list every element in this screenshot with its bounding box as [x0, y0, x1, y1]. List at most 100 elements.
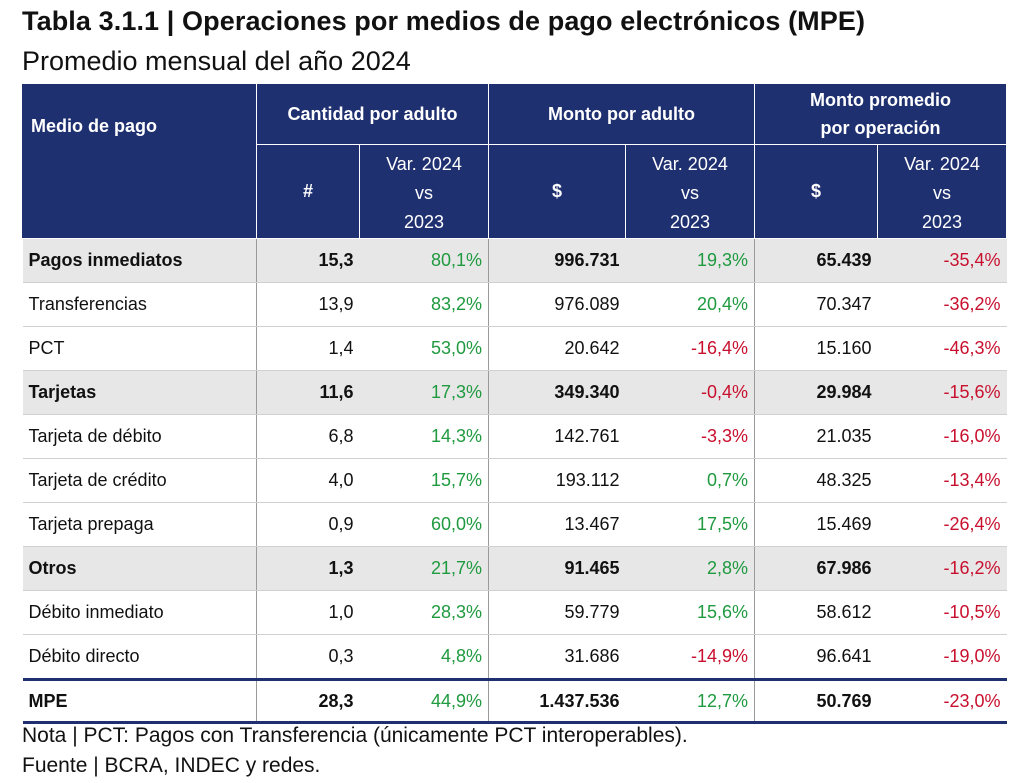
cell-promedio-var: -35,4% [877, 238, 1007, 283]
cell-promedio: 15.469 [754, 502, 878, 547]
cell-medio-de-pago: Débito directo [22, 634, 257, 680]
table-row: Tarjeta de crédito 4,0 15,7% 193.112 0,7% 48.… [22, 458, 1007, 503]
cell-cantidad: 1,0 [256, 590, 360, 635]
cell-medio-de-pago: Pagos inmediatos [22, 238, 257, 283]
cell-cantidad-var: 44,9% [359, 678, 489, 724]
cell-medio-de-pago: Tarjetas [22, 370, 257, 415]
header-monto-var: Var. 2024 vs 2023 [625, 144, 755, 239]
cell-medio-de-pago: Tarjeta de débito [22, 414, 257, 459]
cell-promedio: 48.325 [754, 458, 878, 503]
cell-monto-var: 2,8% [625, 546, 755, 591]
header-monto-symbol: $ [488, 144, 626, 239]
cell-monto-var: 17,5% [625, 502, 755, 547]
table-title: Tabla 3.1.1 | Operaciones por medios de … [22, 6, 866, 36]
cell-cantidad: 6,8 [256, 414, 360, 459]
var-line2: vs [933, 183, 951, 203]
header-monto-promedio-por-operacion: Monto promedio por operación [753, 83, 1008, 145]
cell-promedio: 58.612 [754, 590, 878, 635]
table-row: Débito inmediato 1,0 28,3% 59.779 15,6% 58.61… [22, 590, 1007, 635]
table-row: Tarjeta de débito 6,8 14,3% 142.761 -3,3% 21.… [22, 414, 1007, 459]
header-monto-por-adulto: Monto por adulto [488, 83, 755, 145]
cell-cantidad-var: 17,3% [359, 370, 489, 415]
cell-medio-de-pago: Otros [22, 546, 257, 591]
table-body: Pagos inmediatos 15,3 80,1% 996.731 19,3% 65.… [22, 238, 1007, 724]
cell-monto: 13.467 [488, 502, 626, 547]
header-cant-var: Var. 2024 vs 2023 [359, 144, 489, 239]
table-note: Nota | PCT: Pagos con Transferencia (úni… [22, 724, 688, 747]
cell-promedio-var: -26,4% [877, 502, 1007, 547]
header-monto-promedio-line2: por operación [820, 118, 941, 138]
cell-cantidad: 4,0 [256, 458, 360, 503]
cell-monto: 976.089 [488, 282, 626, 327]
cell-cantidad: 13,9 [256, 282, 360, 327]
cell-monto: 996.731 [488, 238, 626, 283]
cell-promedio: 67.986 [754, 546, 878, 591]
cell-promedio-var: -10,5% [877, 590, 1007, 635]
table-source: Fuente | BCRA, INDEC y redes. [22, 754, 321, 777]
cell-monto: 349.340 [488, 370, 626, 415]
cell-monto-var: -3,3% [625, 414, 755, 459]
cell-monto: 1.437.536 [488, 678, 626, 724]
cell-promedio: 21.035 [754, 414, 878, 459]
group-row: Tarjetas 11,6 17,3% 349.340 -0,4% 29.984 -15,6… [22, 370, 1007, 415]
cell-cantidad: 0,3 [256, 634, 360, 680]
cell-promedio: 50.769 [754, 678, 878, 724]
table-header: Medio de pago Cantidad por adulto Monto … [22, 83, 1008, 239]
cell-monto: 31.686 [488, 634, 626, 680]
cell-monto-var: 12,7% [625, 678, 755, 724]
var-line3: 2023 [403, 212, 445, 232]
cell-cantidad-var: 28,3% [359, 590, 489, 635]
cell-medio-de-pago: PCT [22, 326, 257, 371]
header-cant-symbol: # [256, 144, 360, 239]
table-row: PCT 1,4 53,0% 20.642 -16,4% 15.160 -46,3% [22, 326, 1007, 371]
cell-promedio-var: -16,0% [877, 414, 1007, 459]
cell-monto-var: 19,3% [625, 238, 755, 283]
cell-promedio-var: -36,2% [877, 282, 1007, 327]
header-cantidad-por-adulto: Cantidad por adulto [256, 83, 489, 145]
mpe-table: Medio de pago Cantidad por adulto Monto … [22, 83, 1008, 724]
cell-monto-var: 20,4% [625, 282, 755, 327]
cell-cantidad-var: 21,7% [359, 546, 489, 591]
cell-cantidad-var: 80,1% [359, 238, 489, 283]
cell-cantidad: 1,4 [256, 326, 360, 371]
cell-monto: 193.112 [488, 458, 626, 503]
cell-medio-de-pago: Tarjeta de crédito [22, 458, 257, 503]
header-monto-promedio-line1: Monto promedio [810, 90, 951, 110]
cell-cantidad: 0,9 [256, 502, 360, 547]
cell-monto: 59.779 [488, 590, 626, 635]
var-line1: Var. 2024 [386, 154, 462, 174]
cell-promedio: 15.160 [754, 326, 878, 371]
cell-monto: 142.761 [488, 414, 626, 459]
cell-cantidad-var: 15,7% [359, 458, 489, 503]
group-row: Pagos inmediatos 15,3 80,1% 996.731 19,3% 65.… [22, 238, 1007, 283]
header-prom-symbol: $ [754, 144, 878, 239]
cell-promedio-var: -23,0% [877, 678, 1007, 724]
var-line2: vs [415, 183, 433, 203]
cell-monto-var: -14,9% [625, 634, 755, 680]
cell-cantidad-var: 60,0% [359, 502, 489, 547]
cell-promedio-var: -46,3% [877, 326, 1007, 371]
cell-promedio: 96.641 [754, 634, 878, 680]
cell-monto: 20.642 [488, 326, 626, 371]
var-line2: vs [681, 183, 699, 203]
cell-monto-var: 0,7% [625, 458, 755, 503]
cell-promedio-var: -15,6% [877, 370, 1007, 415]
var-line3: 2023 [669, 212, 711, 232]
cell-medio-de-pago: Débito inmediato [22, 590, 257, 635]
cell-promedio: 29.984 [754, 370, 878, 415]
total-row: MPE 28,3 44,9% 1.437.536 12,7% 50.769 -23,0% [22, 678, 1007, 724]
cell-cantidad: 15,3 [256, 238, 360, 283]
cell-cantidad-var: 83,2% [359, 282, 489, 327]
var-line3: 2023 [921, 212, 963, 232]
cell-monto-var: -0,4% [625, 370, 755, 415]
table-subtitle: Promedio mensual del año 2024 [22, 46, 411, 76]
cell-promedio: 70.347 [754, 282, 878, 327]
header-medio-de-pago: Medio de pago [22, 83, 257, 239]
cell-promedio: 65.439 [754, 238, 878, 283]
cell-medio-de-pago: MPE [22, 678, 257, 724]
var-line1: Var. 2024 [652, 154, 728, 174]
table-row: Tarjeta prepaga 0,9 60,0% 13.467 17,5% 15.469… [22, 502, 1007, 547]
cell-medio-de-pago: Transferencias [22, 282, 257, 327]
cell-cantidad-var: 14,3% [359, 414, 489, 459]
cell-promedio-var: -13,4% [877, 458, 1007, 503]
